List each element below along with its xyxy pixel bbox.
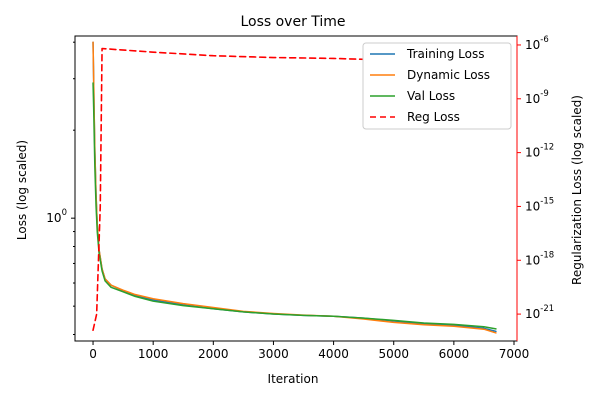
right-y-tick-label: 10-18 — [525, 250, 554, 267]
right-y-tick-label-exponent: -6 — [540, 35, 548, 45]
x-axis-label: Iteration — [268, 372, 319, 386]
legend-dynamic-loss-label: Dynamic Loss — [407, 68, 490, 82]
legend-val-loss-label: Val Loss — [407, 89, 455, 103]
legend-reg-loss-label: Reg Loss — [407, 110, 460, 124]
x-tick-label: 4000 — [318, 347, 349, 361]
right-y-axis-label: Regularization Loss (log scaled) — [570, 95, 584, 285]
y-axis-label: Loss (log scaled) — [15, 140, 29, 240]
right-y-tick-label-base: 10 — [525, 146, 540, 160]
right-y-tick-label-base: 10 — [525, 199, 540, 213]
right-y-tick-label-base: 10 — [525, 253, 540, 267]
x-tick-label: 3000 — [258, 347, 289, 361]
right-y-tick-label: 10-9 — [525, 89, 549, 106]
legend-training-loss-label: Training Loss — [406, 47, 484, 61]
y-tick-label-base: 10 — [46, 211, 61, 225]
right-y-tick-label: 10-15 — [525, 196, 554, 213]
x-tick-label: 0 — [89, 347, 97, 361]
series-val-loss-line — [92, 82, 497, 330]
y-tick-label-exponent: 0 — [62, 208, 67, 218]
right-y-tick-label-exponent: -12 — [540, 143, 554, 153]
right-y-tick-label-base: 10 — [525, 92, 540, 106]
x-tick-label: 2000 — [198, 347, 229, 361]
chart-title: Loss over Time — [240, 14, 345, 30]
right-y-tick-label-base: 10 — [525, 38, 540, 52]
right-y-tick-label: 10-6 — [525, 35, 549, 52]
right-y-tick-label-base: 10 — [525, 307, 540, 321]
right-y-tick-label-exponent: -18 — [540, 250, 554, 260]
x-tick-label: 5000 — [378, 347, 409, 361]
axis-layer: 0 1000 2000 3000 4000 5000 6000 700010010-610-9… — [46, 35, 554, 361]
right-y-tick-label-exponent: -15 — [540, 196, 554, 206]
right-y-tick-label-exponent: -9 — [540, 89, 548, 99]
x-tick-label: 7000 — [499, 347, 530, 361]
right-y-tick-label: 10-21 — [525, 304, 554, 321]
y-tick-label: 100 — [46, 208, 67, 225]
x-tick-label: 1000 — [138, 347, 169, 361]
right-y-tick-label: 10-12 — [525, 143, 554, 160]
x-tick-label: 6000 — [439, 347, 470, 361]
right-y-tick-label-exponent: -21 — [540, 304, 554, 314]
legend-box — [362, 42, 512, 130]
legend: Training Loss Dynamic Loss Val Loss Reg Los… — [362, 42, 512, 130]
